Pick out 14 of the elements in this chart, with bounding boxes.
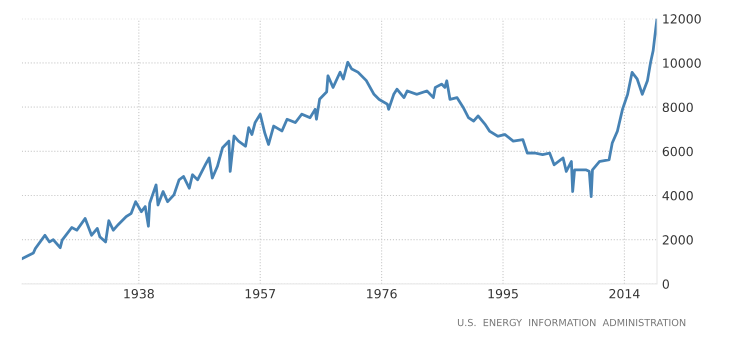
y-tick-label: 8000	[662, 102, 693, 112]
y-tick-label: 0	[662, 279, 669, 289]
x-tick-label: 2014	[609, 288, 640, 298]
x-tick-label: 1976	[367, 288, 397, 298]
y-tick-label: 6000	[662, 146, 693, 156]
x-tick-label: 1995	[488, 288, 518, 298]
x-tick-label: 1957	[246, 288, 276, 298]
y-tick-label: 4000	[662, 190, 693, 200]
line-series	[22, 18, 657, 260]
text: U.S. ENERGY INFORMATION ADMINISTRATION	[458, 318, 686, 326]
y-tick-label: 10000	[663, 58, 701, 68]
y-tick-label: 2000	[662, 235, 693, 245]
x-tick-label: 1938	[124, 288, 154, 298]
y-tick-label: 12000	[663, 14, 701, 24]
